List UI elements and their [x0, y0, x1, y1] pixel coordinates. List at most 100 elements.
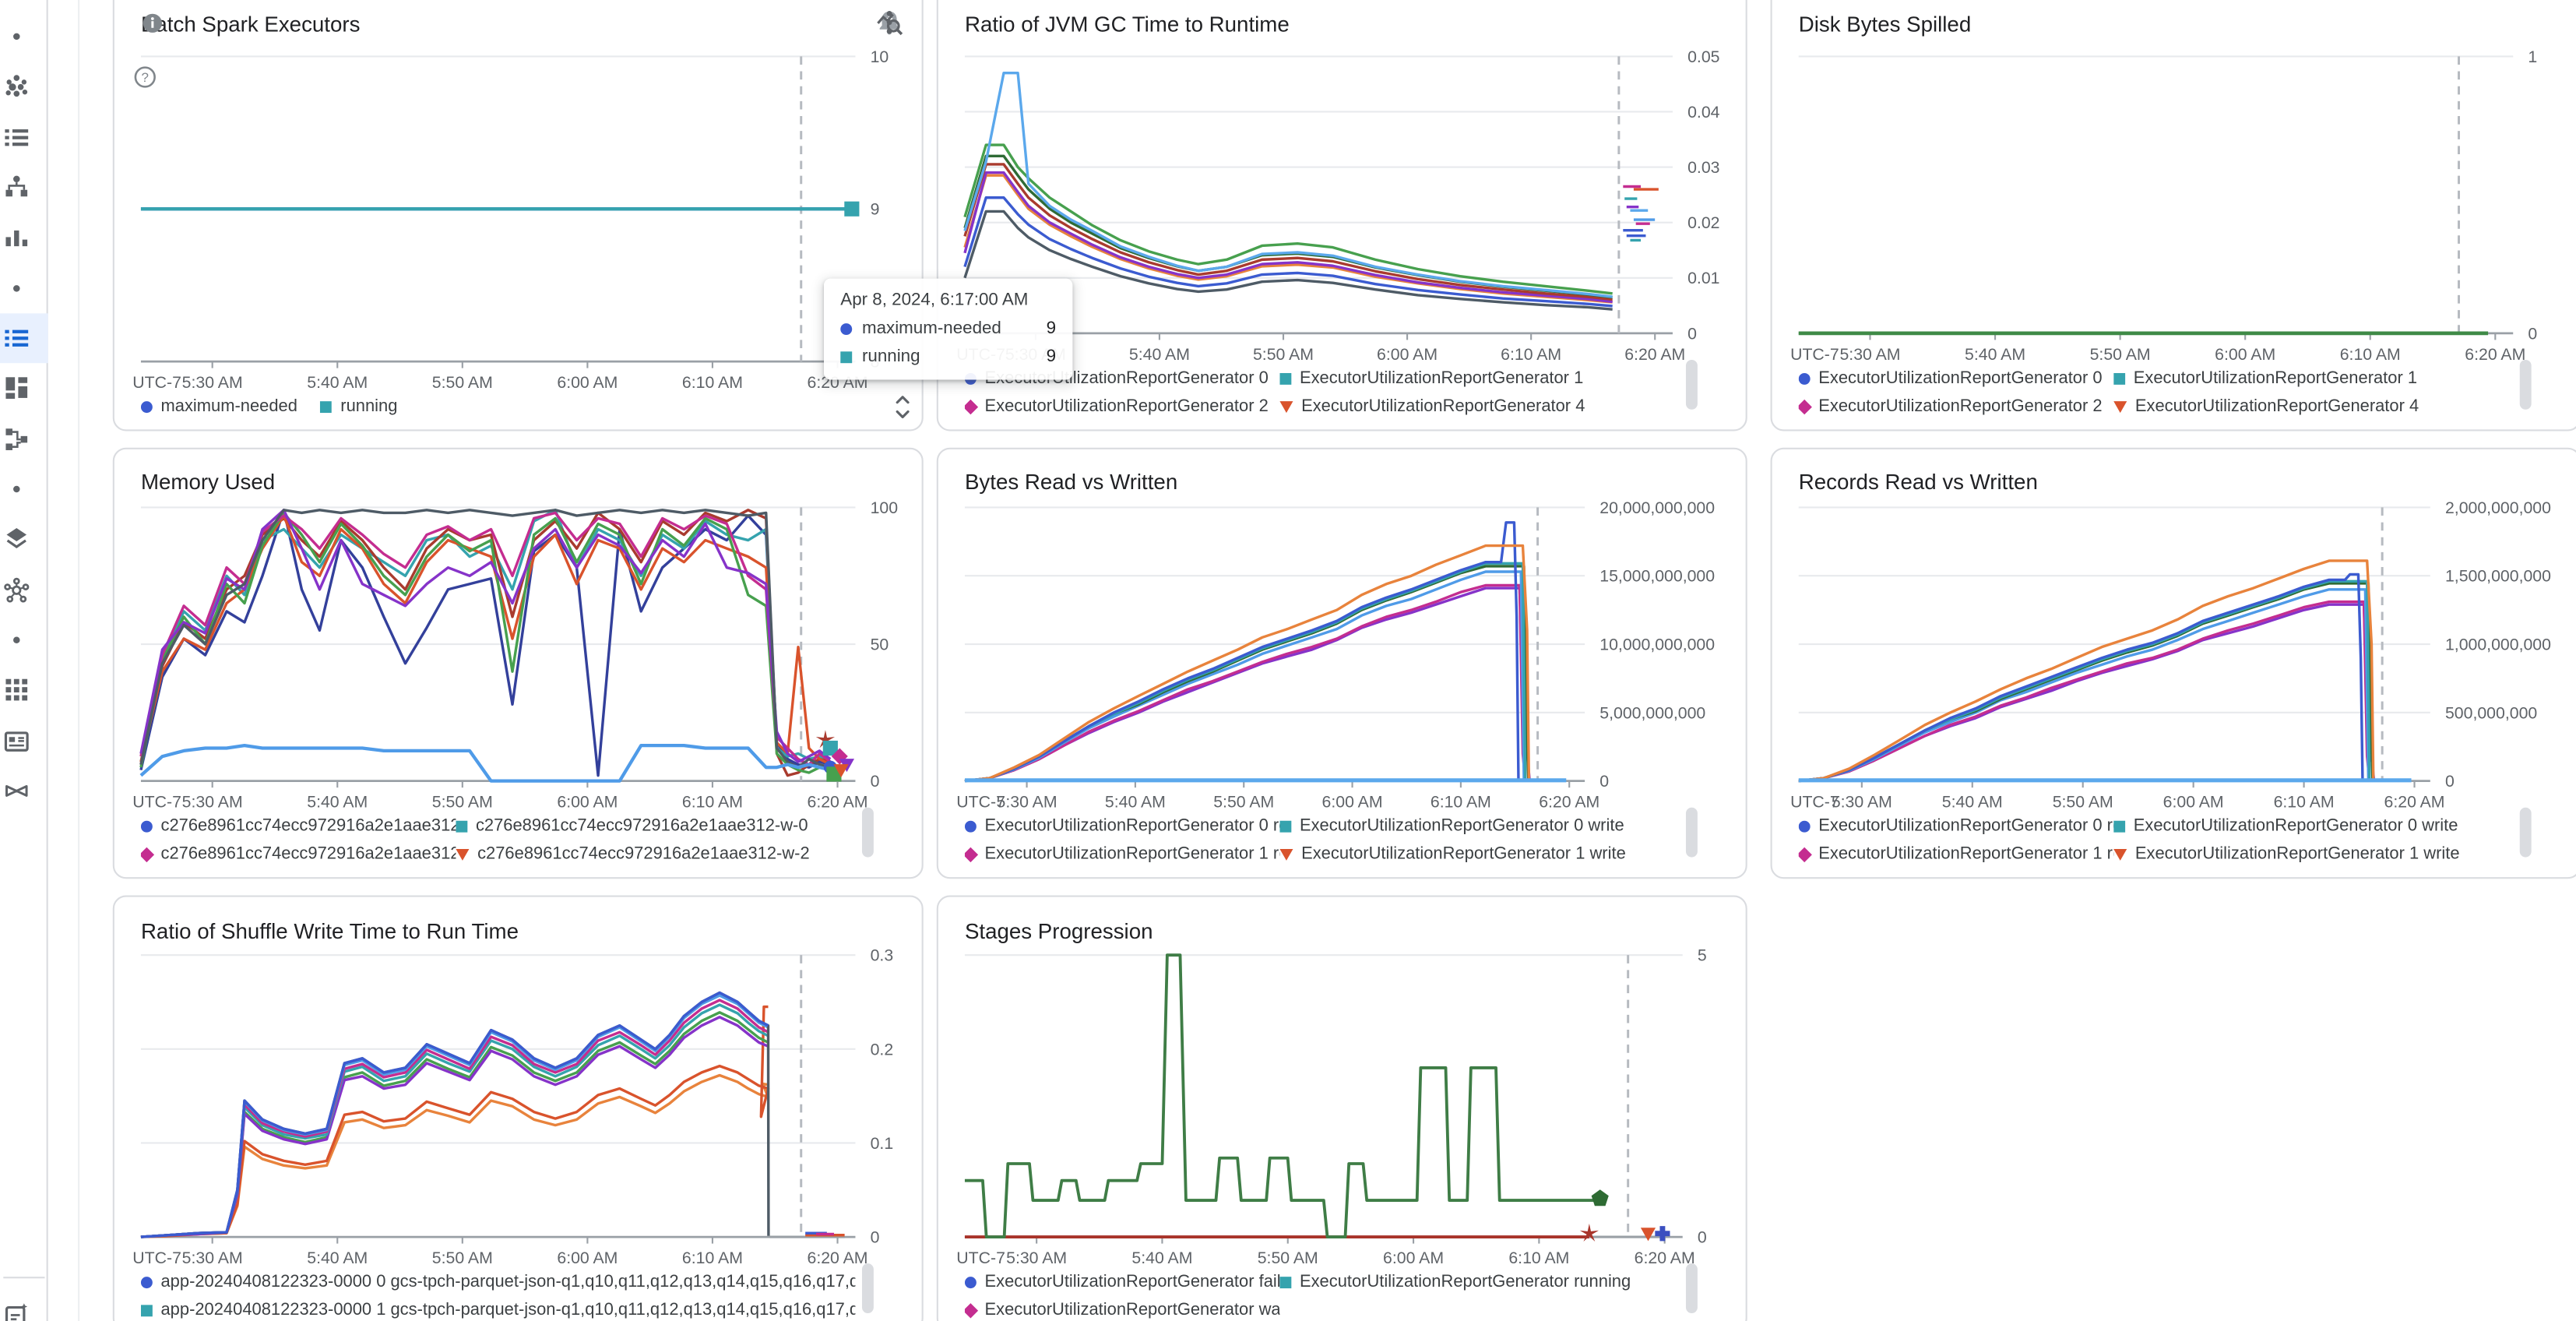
- sidebar-item-cluster-dots[interactable]: [0, 62, 48, 111]
- legend-scrollbar[interactable]: [2519, 807, 2532, 858]
- x-axis-tick-label: 5:30 AM: [997, 793, 1057, 812]
- legend-item[interactable]: ExecutorUtilizationReportGenerator 1: [2113, 370, 2513, 388]
- legend-item[interactable]: ExecutorUtilizationReportGenerator 0 rea…: [964, 817, 1279, 836]
- dashboard-icon: [5, 377, 28, 400]
- legend-item[interactable]: ExecutorUtilizationReportGenerator 0 wri…: [2113, 817, 2513, 836]
- triangle-marker-icon: [1279, 401, 1293, 414]
- diamond-marker-icon: [964, 847, 979, 863]
- sidebar-item-workflow[interactable]: [0, 414, 48, 463]
- star-marker-icon: [1579, 1224, 1599, 1242]
- x-axis-tick-label: 5:40 AM: [307, 373, 368, 392]
- legend-scrollbar[interactable]: [2519, 359, 2532, 410]
- x-axis-tick-label: 5:50 AM: [1213, 793, 1274, 812]
- chart-plot-area[interactable]: 1 0 5:30 AM 5:40 AM 5:50 AM 6:00 AM 6:10 AM 6:2…: [1772, 0, 2576, 431]
- legend-item[interactable]: c276e8961cc74ecc972916a2e1aae312-m: [140, 817, 456, 836]
- x-axis-tick-label: 5:40 AM: [1131, 1249, 1192, 1267]
- sidebar-item-list[interactable]: [0, 112, 48, 162]
- legend-item[interactable]: ExecutorUtilizationReportGenerator 1 rea…: [1798, 846, 2113, 864]
- pentagon-marker-icon: [1591, 1189, 1609, 1207]
- x-axis-tick-label: 5:30 AM: [1839, 345, 1900, 364]
- chart-plot-area[interactable]: 5 0 5:30 AM 5:40 AM 5:50 AM 6:00 AM 6:10 AM 6:2…: [938, 897, 1747, 1321]
- legend-item[interactable]: ExecutorUtilizationReportGenerator 1 wri…: [2113, 846, 2513, 864]
- legend-item[interactable]: ExecutorUtilizationReportGenerator runni…: [1279, 1273, 1679, 1291]
- legend-label: ExecutorUtilizationReportGenerator 4: [1301, 397, 1585, 417]
- y-axis-tick-label: 0.3: [871, 946, 894, 965]
- legend-item[interactable]: ExecutorUtilizationReportGenerator faile…: [964, 1273, 1279, 1291]
- legend-item[interactable]: ExecutorUtilizationReportGenerator 1: [1279, 370, 1679, 388]
- legend-item[interactable]: app-20240408122323-0000 0 gcs-tpch-parqu…: [140, 1273, 855, 1291]
- tooltip-row: running 9: [840, 347, 1056, 366]
- sidebar-item-dot[interactable]: [0, 263, 48, 313]
- series-line: [140, 1073, 770, 1238]
- rail-divider: [3, 1277, 45, 1279]
- square-marker-icon: [2113, 372, 2126, 385]
- y-axis-tick-label: 0.01: [1687, 269, 1719, 287]
- chart-plot-area[interactable]: 100 50 0 5:30 AM 5:40 AM 5:50 AM 6:00 AM 6:10 A…: [114, 449, 924, 879]
- x-axis-tick-label: 5:30 AM: [182, 373, 243, 392]
- sidebar-item-network-hub[interactable]: [0, 565, 48, 615]
- legend-scrollbar[interactable]: [1685, 359, 1698, 410]
- sidebar-item-dashboard[interactable]: [0, 364, 48, 414]
- legend-item[interactable]: maximum-needed: [140, 398, 297, 416]
- legend-item[interactable]: ExecutorUtilizationReportGenerator 4: [1279, 398, 1679, 416]
- chart-plot-area[interactable]: 2,000,000,000 1,500,000,000 1,000,000,000 5…: [1772, 449, 2576, 879]
- legend-label: c276e8961cc74ecc972916a2e1aae312-m: [160, 817, 456, 836]
- series-line: [963, 163, 1613, 301]
- legend-item[interactable]: ExecutorUtilizationReportGenerator 0 rea…: [1798, 817, 2113, 836]
- legend-item[interactable]: ExecutorUtilizationReportGenerator 0: [1798, 369, 2113, 389]
- legend-item[interactable]: ExecutorUtilizationReportGenerator 1 rea…: [964, 846, 1279, 864]
- sidebar-item-compose[interactable]: [0, 1290, 48, 1321]
- y-axis-tick-label: 0: [1599, 772, 1609, 791]
- legend-scrollbar[interactable]: [861, 807, 874, 858]
- square-marker-icon: [822, 740, 838, 756]
- chart-card-p8: Stages Progression 5 0 5:30 AM 5:40 AM 5:50 A…: [936, 895, 1747, 1321]
- diamond-marker-icon: [964, 399, 979, 415]
- sidebar-item-grid[interactable]: [0, 665, 48, 715]
- legend-item[interactable]: c276e8961cc74ecc972916a2e1aae312-w-0: [456, 817, 855, 836]
- legend-item[interactable]: running: [320, 398, 397, 416]
- sidebar-item-bowtie[interactable]: [0, 766, 48, 815]
- series-line: [139, 509, 831, 769]
- panel-title: Disk Bytes Spilled: [1799, 12, 1971, 37]
- legend-item[interactable]: app-20240408122323-0000 1 gcs-tpch-parqu…: [140, 1302, 855, 1320]
- x-axis-tick-label: 6:00 AM: [2163, 793, 2224, 812]
- triangle-marker-icon: [1640, 1228, 1656, 1242]
- legend-item[interactable]: c276e8961cc74ecc972916a2e1aae312-w-2: [456, 846, 855, 864]
- legend-item[interactable]: ExecutorUtilizationReportGenerator 4: [2113, 398, 2513, 416]
- sidebar-item-dot[interactable]: [0, 12, 48, 62]
- legend-item[interactable]: ExecutorUtilizationReportGenerator 2: [964, 398, 1279, 416]
- legend-item[interactable]: ExecutorUtilizationReportGenerator 2: [1798, 398, 2113, 416]
- x-axis-tick-label: 6:20 AM: [1624, 345, 1685, 364]
- help-icon: ?: [134, 66, 156, 88]
- sidebar-item-dot[interactable]: [0, 615, 48, 665]
- x-axis-tick-label: 5:40 AM: [307, 793, 368, 812]
- legend-label: ExecutorUtilizationReportGenerator 4: [2134, 397, 2419, 417]
- sidebar-item-newspaper[interactable]: [0, 716, 48, 766]
- square-marker-icon: [844, 201, 860, 217]
- legend-label: ExecutorUtilizationReportGenerator 0: [1818, 369, 2103, 389]
- legend-item[interactable]: c276e8961cc74ecc972916a2e1aae312-w-1: [140, 846, 456, 864]
- legend-item[interactable]: ExecutorUtilizationReportGenerator waiti…: [964, 1302, 1279, 1320]
- series-line: [140, 1005, 770, 1238]
- sidebar-item-tree[interactable]: [0, 163, 48, 213]
- x-axis-tick-label: 5:30 AM: [182, 1249, 243, 1267]
- sidebar-item-layers[interactable]: [0, 515, 48, 565]
- sidebar-item-list-selected[interactable]: [0, 313, 48, 364]
- legend-item[interactable]: ExecutorUtilizationReportGenerator 1 wri…: [1279, 846, 1679, 864]
- legend-scrollbar[interactable]: [1685, 807, 1698, 858]
- chart-plot-area[interactable]: 10985:30 AM5:40 AM5:50 AM6:00 AM6:10 AM6…: [114, 0, 924, 431]
- sidebar-item-dot[interactable]: [0, 464, 48, 514]
- y-axis-tick-label: 0: [1687, 324, 1697, 343]
- panel-title-text: Batch Spark Executors: [140, 11, 361, 37]
- sidebar-item-bar-chart[interactable]: [0, 213, 48, 262]
- x-axis-tick-label: 5:30 AM: [1832, 793, 1892, 812]
- legend-item[interactable]: ExecutorUtilizationReportGenerator 0 wri…: [1279, 817, 1679, 836]
- legend-scrollbar[interactable]: [1685, 1263, 1698, 1314]
- legend-scrollbar[interactable]: [861, 1263, 874, 1314]
- chart-plot-area[interactable]: 0.3 0.2 0.1 0 5:30 AM 5:40 AM 5:50 AM 6:00 AM 6:…: [114, 897, 924, 1321]
- series-line-executorutilizationreportgenerator-0-read: [964, 521, 1520, 783]
- chart-legend: maximum-needed running: [140, 398, 856, 416]
- list-icon: [5, 129, 29, 146]
- tooltip-series-label: maximum-needed: [861, 318, 1001, 339]
- chart-plot-area[interactable]: 20,000,000,000 15,000,000,000 10,000,000,0…: [938, 449, 1747, 879]
